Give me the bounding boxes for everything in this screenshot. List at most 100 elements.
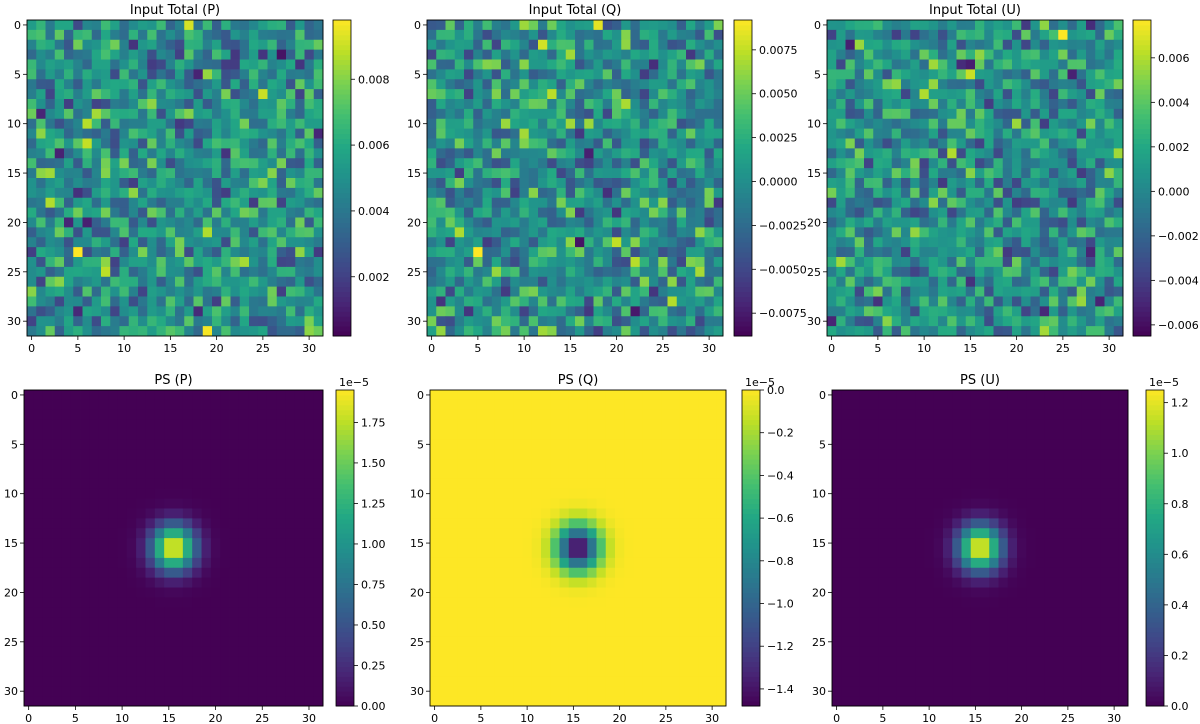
heatmap-cell <box>454 108 465 120</box>
heatmap-cell <box>184 79 194 90</box>
heatmap-cell <box>61 656 72 667</box>
colorbar-segment <box>1133 99 1151 105</box>
heatmap-cell <box>33 627 44 638</box>
heatmap-cell <box>266 686 277 697</box>
heatmap-cell <box>624 399 634 411</box>
heatmap-cell <box>64 306 74 317</box>
colorbar-segment <box>336 597 354 603</box>
heatmap-cell <box>436 29 446 41</box>
heatmap-cell <box>175 326 185 337</box>
heatmap-cell <box>928 227 939 238</box>
heatmap-cell <box>695 89 705 100</box>
heatmap-cell <box>661 478 671 490</box>
heatmap-cell <box>101 257 111 268</box>
heatmap-cell <box>238 676 249 687</box>
heatmap-cell <box>698 419 708 430</box>
heatmap-cell <box>220 449 230 460</box>
heatmap-cell <box>64 316 74 327</box>
heatmap-cell <box>220 508 230 519</box>
heatmap-cell <box>276 39 287 51</box>
heatmap-cell <box>24 399 34 411</box>
heatmap-cell <box>27 326 37 337</box>
heatmap-cell <box>873 237 883 248</box>
heatmap-cell <box>510 138 520 149</box>
heatmap-cell <box>70 617 81 628</box>
heatmap-cell <box>249 39 259 51</box>
heatmap-cell <box>436 178 446 189</box>
heatmap-cell <box>556 316 567 327</box>
heatmap-cell <box>238 696 249 707</box>
heatmap-cell <box>248 676 258 687</box>
heatmap-cell <box>119 227 130 238</box>
heatmap-cell <box>584 306 594 317</box>
heatmap-cell <box>230 306 241 317</box>
colorbar-segment <box>1133 296 1151 302</box>
heatmap-cell <box>1104 20 1115 31</box>
heatmap-cell <box>276 627 287 638</box>
heatmap-cell <box>482 276 493 288</box>
heatmap-cell <box>154 528 165 539</box>
heatmap-cell <box>649 128 659 139</box>
heatmap-cell <box>686 276 696 288</box>
heatmap-cell <box>313 508 324 519</box>
heatmap-cell <box>117 390 128 401</box>
heatmap-cell <box>510 49 520 60</box>
heatmap-cell <box>128 99 139 110</box>
heatmap-cell <box>984 138 994 149</box>
heatmap-cell <box>504 498 514 509</box>
heatmap-cell <box>1049 296 1059 307</box>
heatmap-cell <box>42 478 53 490</box>
heatmap-cell <box>91 20 102 31</box>
heatmap-cell <box>615 488 625 500</box>
heatmap-cell <box>667 69 678 80</box>
heatmap-cell <box>501 316 511 327</box>
heatmap-cell <box>184 128 194 139</box>
heatmap-cell <box>73 89 83 100</box>
heatmap-cell <box>221 138 231 149</box>
heatmap-cell <box>1002 237 1013 248</box>
heatmap-cell <box>165 306 176 317</box>
heatmap-cell <box>482 197 493 209</box>
heatmap-cell <box>473 138 483 149</box>
heatmap-cell <box>621 108 631 120</box>
heatmap-cell <box>602 118 613 130</box>
heatmap-cell <box>147 148 157 159</box>
heatmap-cell <box>602 39 613 51</box>
heatmap-cell <box>238 449 249 460</box>
heatmap-cell <box>612 247 622 258</box>
heatmap-cell <box>661 469 671 480</box>
heatmap-cell <box>1021 29 1031 41</box>
colorbar-segment <box>336 533 354 539</box>
heatmap-cell <box>1095 178 1105 189</box>
heatmap-cell <box>630 178 641 189</box>
heatmap-cell <box>658 20 668 31</box>
heatmap-cell <box>313 39 324 51</box>
heatmap-cell <box>501 326 511 337</box>
heatmap-cell <box>1058 128 1068 139</box>
heatmap-cell <box>556 237 567 248</box>
heatmap-cell <box>285 390 296 401</box>
heatmap-cell <box>154 399 165 411</box>
heatmap-cell <box>695 306 705 317</box>
heatmap-cell <box>513 488 523 500</box>
heatmap-cell <box>138 296 148 307</box>
heatmap-cell <box>126 508 137 519</box>
heatmap-cell <box>464 276 474 288</box>
y-tick-label: 20 <box>807 216 821 229</box>
heatmap-cell <box>54 326 65 337</box>
heatmap-cell <box>266 409 277 421</box>
heatmap-cell <box>182 498 193 509</box>
heatmap-cell <box>565 266 576 278</box>
heatmap-cell <box>538 276 548 288</box>
heatmap-cell <box>193 148 204 159</box>
heatmap-cell <box>639 217 650 228</box>
heatmap-cell <box>559 518 570 529</box>
heatmap-cell <box>593 108 604 120</box>
heatmap-cell <box>704 79 715 90</box>
heatmap-cell <box>1049 197 1059 209</box>
heatmap-cell <box>313 168 324 179</box>
heatmap-cell <box>605 419 616 430</box>
heatmap-cell <box>1095 49 1105 60</box>
heatmap-cell <box>61 597 72 608</box>
heatmap-cell <box>698 488 708 500</box>
